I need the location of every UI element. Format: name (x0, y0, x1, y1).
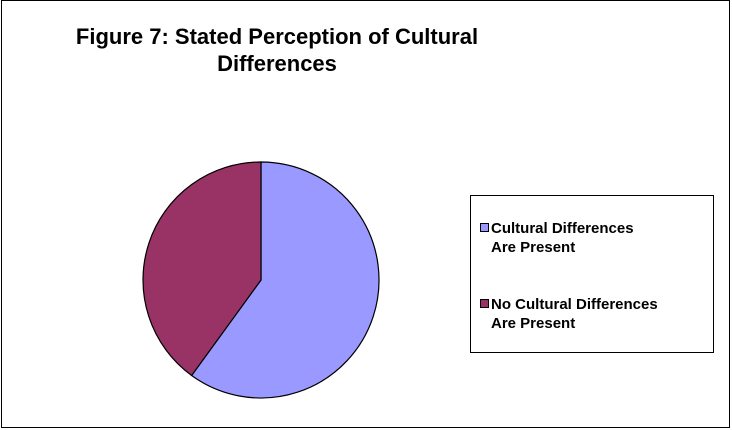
pie-slice-cultural-differences-are-present (190, 161, 380, 399)
legend-swatch-cultural-differences-present (480, 223, 489, 232)
legend-label-cultural-differences-present: Cultural Differences Are Present (491, 219, 711, 257)
legend: Cultural Differences Are Present No Cult… (470, 195, 714, 353)
legend-swatch-no-cultural-differences (480, 299, 489, 308)
chart-title-line-2: Differences (217, 51, 337, 76)
legend-label-line: Are Present (491, 315, 576, 332)
legend-label-line: No Cultural Differences (491, 296, 658, 313)
legend-label-no-cultural-differences: No Cultural Differences Are Present (491, 295, 711, 333)
legend-label-line: Cultural Differences (491, 220, 634, 237)
chart-title: Figure 7: Stated Perception of Cultural … (62, 23, 492, 77)
chart-title-line-1: Figure 7: Stated Perception of Cultural (75, 24, 479, 49)
legend-label-line: Are Present (491, 239, 576, 256)
pie-slice-no-cultural-differences-are-present (142, 161, 262, 377)
